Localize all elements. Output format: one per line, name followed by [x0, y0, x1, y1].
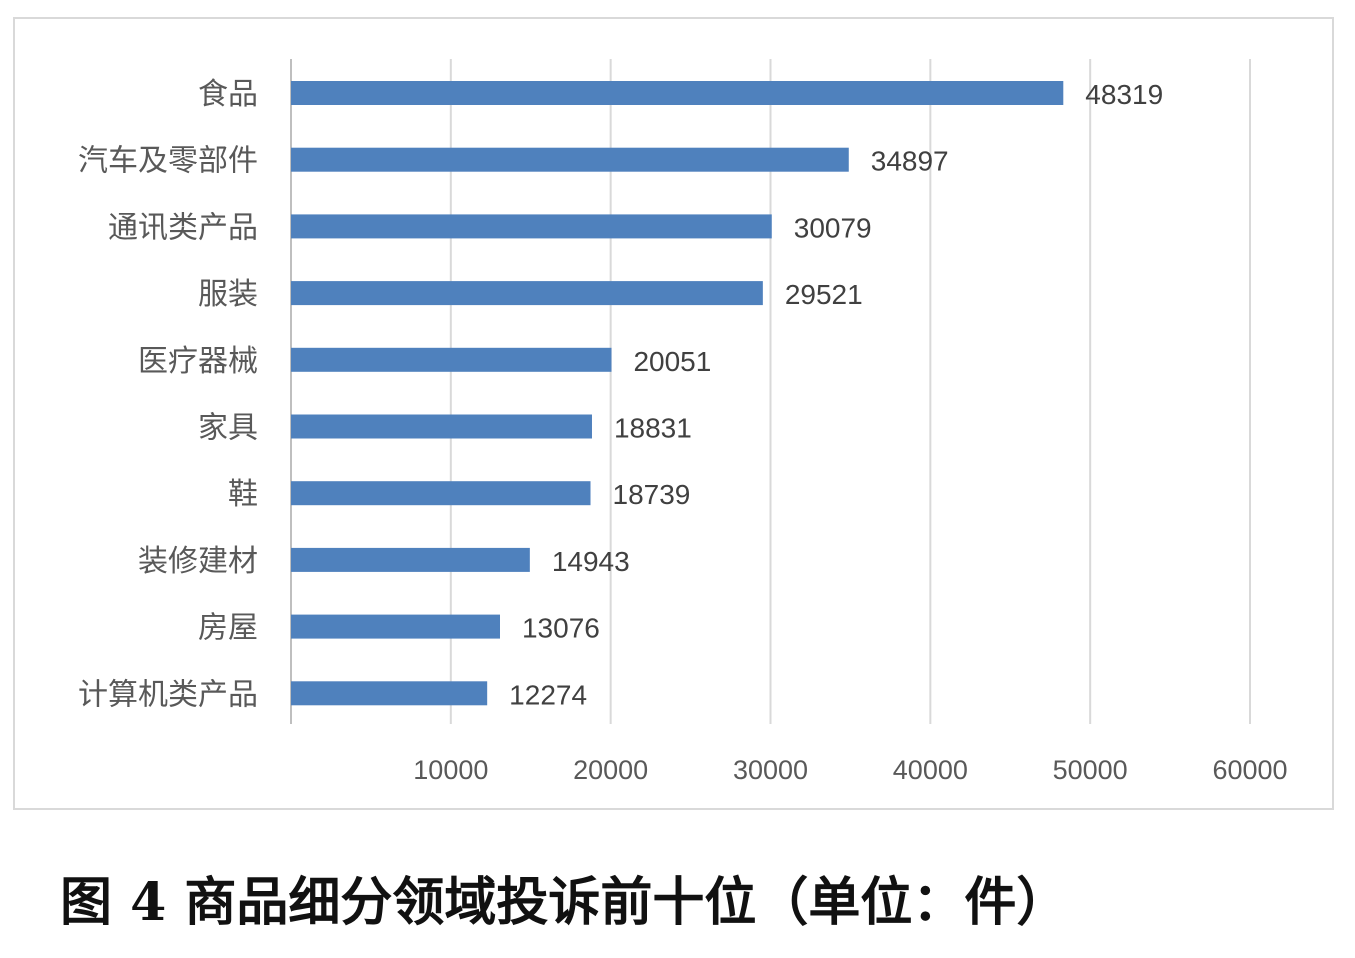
figure-caption: 图 4 商品细分领域投诉前十位（单位：件）: [60, 872, 1069, 933]
data-label-9: 12274: [509, 679, 587, 710]
category-label-9: 计算机类产品: [78, 677, 258, 712]
bar-3: [291, 281, 763, 306]
bar-9: [291, 681, 488, 706]
data-label-8: 13076: [522, 613, 600, 644]
x-tick-label-1: 20000: [573, 755, 648, 785]
category-label-1: 汽车及零部件: [78, 144, 258, 179]
bar-7: [291, 547, 530, 572]
bar-chart: 10000 20000 30000 40000 50000 60000 食品 48319 汽车及…: [78, 59, 1288, 785]
category-label-0: 食品: [198, 77, 258, 112]
x-tick-label-0: 10000: [413, 755, 488, 785]
data-label-2: 30079: [794, 212, 872, 243]
x-tick-label-3: 40000: [893, 755, 968, 785]
x-tick-label-4: 50000: [1053, 755, 1128, 785]
data-label-7: 14943: [552, 546, 630, 577]
category-label-6: 鞋: [228, 477, 258, 512]
category-label-7: 装修建材: [138, 544, 258, 579]
data-label-6: 18739: [613, 479, 691, 510]
data-label-0: 48319: [1085, 79, 1163, 110]
bar-4: [291, 347, 612, 372]
category-label-2: 通讯类产品: [108, 210, 258, 245]
data-label-5: 18831: [614, 413, 692, 444]
bar-5: [291, 414, 592, 439]
data-label-4: 20051: [633, 346, 711, 377]
data-label-3: 29521: [785, 279, 863, 310]
bar-8: [291, 614, 500, 639]
x-tick-label-5: 60000: [1212, 755, 1287, 785]
bar-0: [291, 81, 1064, 105]
bar-1: [291, 147, 849, 172]
category-label-5: 家具: [198, 411, 258, 446]
chart-frame: 10000 20000 30000 40000 50000 60000 食品 48319 汽车及…: [13, 17, 1334, 810]
category-label-3: 服装: [198, 277, 258, 312]
x-tick-label-2: 30000: [733, 755, 808, 785]
bar-6: [291, 481, 591, 506]
category-label-4: 医疗器械: [138, 344, 258, 379]
bar-2: [291, 214, 772, 239]
category-label-8: 房屋: [198, 611, 258, 646]
data-label-1: 34897: [871, 146, 949, 177]
